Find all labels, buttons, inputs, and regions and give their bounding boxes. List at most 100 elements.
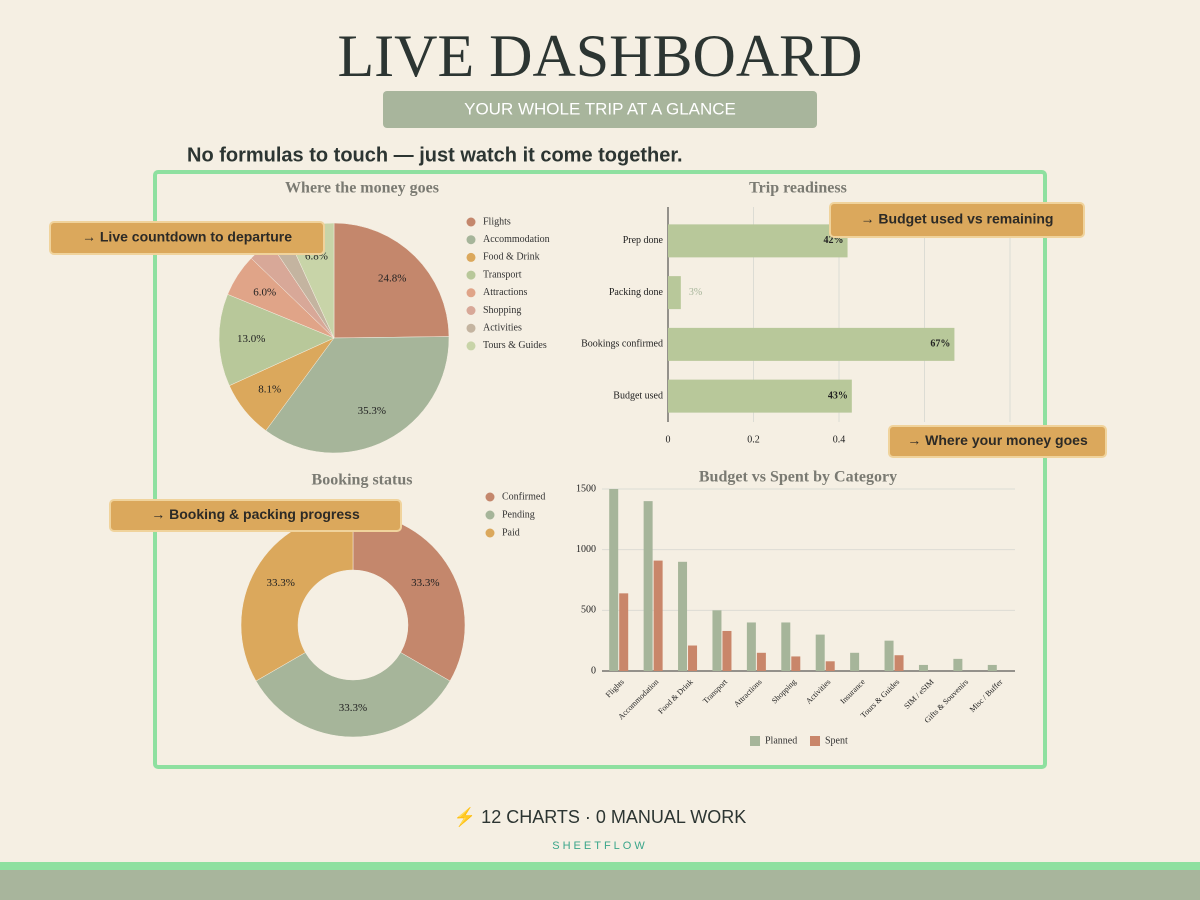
bar-label: 3% <box>689 287 702 298</box>
slice-label: 8.1% <box>258 384 281 396</box>
legend-marker <box>466 252 476 262</box>
legend-marker <box>466 235 476 245</box>
bar <box>668 379 852 413</box>
slice-label: 24.8% <box>378 273 406 285</box>
callout-box <box>109 499 402 532</box>
bar <box>668 327 955 361</box>
bar <box>678 561 688 671</box>
bar <box>953 658 963 671</box>
chart-title: Trip readiness <box>749 180 847 197</box>
y-tick-label: 0 <box>591 665 596 676</box>
tagline: No formulas to touch — just watch it com… <box>187 144 683 166</box>
legend-marker <box>485 528 495 538</box>
legend-marker <box>466 288 476 298</box>
donut-slice <box>352 512 466 682</box>
legend-marker <box>810 736 820 746</box>
pie-slice <box>218 293 335 386</box>
footer-band <box>0 870 1200 900</box>
bar-label: 42% <box>824 235 844 246</box>
legend-label: Pending <box>502 509 535 520</box>
x-tick-label: 0.4 <box>833 434 846 445</box>
callout-box <box>829 202 1085 238</box>
legend-label: Food & Drink <box>483 252 540 263</box>
y-tick-label: Packing done <box>609 287 664 298</box>
pie-slice <box>265 336 450 454</box>
legend-marker <box>466 217 476 227</box>
bar <box>884 640 894 671</box>
donut-slice <box>255 652 451 738</box>
bar-label: 43% <box>828 390 848 401</box>
y-tick-label: 1000 <box>576 544 596 555</box>
bar <box>850 652 860 671</box>
legend-label: Confirmed <box>502 491 545 502</box>
footer-headline: ⚡ 12 CHARTS · 0 MANUAL WORK <box>454 806 746 828</box>
legend-marker <box>466 270 476 280</box>
footer-brand: SHEETFLOW <box>552 840 647 852</box>
legend-label: Spent <box>825 735 848 746</box>
bar <box>825 661 835 671</box>
slice-label: 35.3% <box>358 405 386 417</box>
legend-label: Accommodation <box>483 234 550 245</box>
dashboard-frame <box>153 170 1047 769</box>
x-tick-label: 0 <box>666 434 671 445</box>
bar <box>643 501 653 671</box>
bar <box>722 630 732 671</box>
bar <box>609 489 619 671</box>
y-tick-label: 1500 <box>576 483 596 494</box>
callout-label: → Live countdown to departure <box>82 229 292 245</box>
bar <box>688 645 698 671</box>
bar <box>619 593 629 671</box>
chart-title: Budget vs Spent by Category <box>699 469 897 486</box>
bar <box>987 664 997 671</box>
slice-label: 33.3% <box>411 577 439 589</box>
footer-stripe <box>0 862 1200 870</box>
slice-label: 13.0% <box>237 333 265 345</box>
callout-label: → Where your money goes <box>907 432 1088 448</box>
bar <box>918 664 928 671</box>
bar <box>756 652 766 671</box>
slice-label: 33.3% <box>339 702 367 714</box>
bar <box>653 560 663 671</box>
pie-slice <box>333 222 450 339</box>
bar <box>791 656 801 671</box>
bar <box>668 224 848 258</box>
bar <box>668 276 681 310</box>
legend-label: Planned <box>765 735 797 746</box>
legend-marker <box>485 492 495 502</box>
legend-label: Flights <box>483 216 511 227</box>
x-tick-label: 0.2 <box>747 434 760 445</box>
y-tick-label: Bookings confirmed <box>581 339 663 350</box>
subtitle: YOUR WHOLE TRIP AT A GLANCE <box>464 99 736 118</box>
chart-title: Where the money goes <box>285 180 439 197</box>
bar-label: 67% <box>930 339 950 350</box>
slice-label: 6.0% <box>253 286 276 298</box>
legend-label: Shopping <box>483 305 521 316</box>
bar <box>894 655 904 671</box>
legend-marker <box>485 510 495 520</box>
bar <box>712 610 722 671</box>
bar <box>815 634 825 671</box>
legend-label: Transport <box>483 269 522 280</box>
callouts: → Live countdown to departure → Budget us… <box>49 202 1107 532</box>
legend-label: Attractions <box>483 287 528 298</box>
bar <box>746 622 756 671</box>
callout-box <box>49 221 325 255</box>
subtitle-band <box>383 91 817 128</box>
legend-marker <box>750 736 760 746</box>
y-tick-label: Budget used <box>613 390 663 401</box>
chart-title: Booking status <box>312 472 413 489</box>
callout-label: → Booking & packing progress <box>151 506 360 522</box>
legend-label: Activities <box>483 322 522 333</box>
legend-marker <box>466 306 476 315</box>
slice-label: 33.3% <box>266 577 294 589</box>
bar <box>781 622 791 671</box>
callout-label: → Budget used vs remaining <box>861 211 1054 227</box>
legend-label: Paid <box>502 527 520 538</box>
legend-label: Tours & Guides <box>483 340 547 351</box>
legend-marker <box>466 341 476 351</box>
callout-box <box>888 425 1107 458</box>
page-title: LIVE DASHBOARD <box>338 23 863 89</box>
y-tick-label: 500 <box>581 605 596 616</box>
y-tick-label: Prep done <box>623 235 664 246</box>
